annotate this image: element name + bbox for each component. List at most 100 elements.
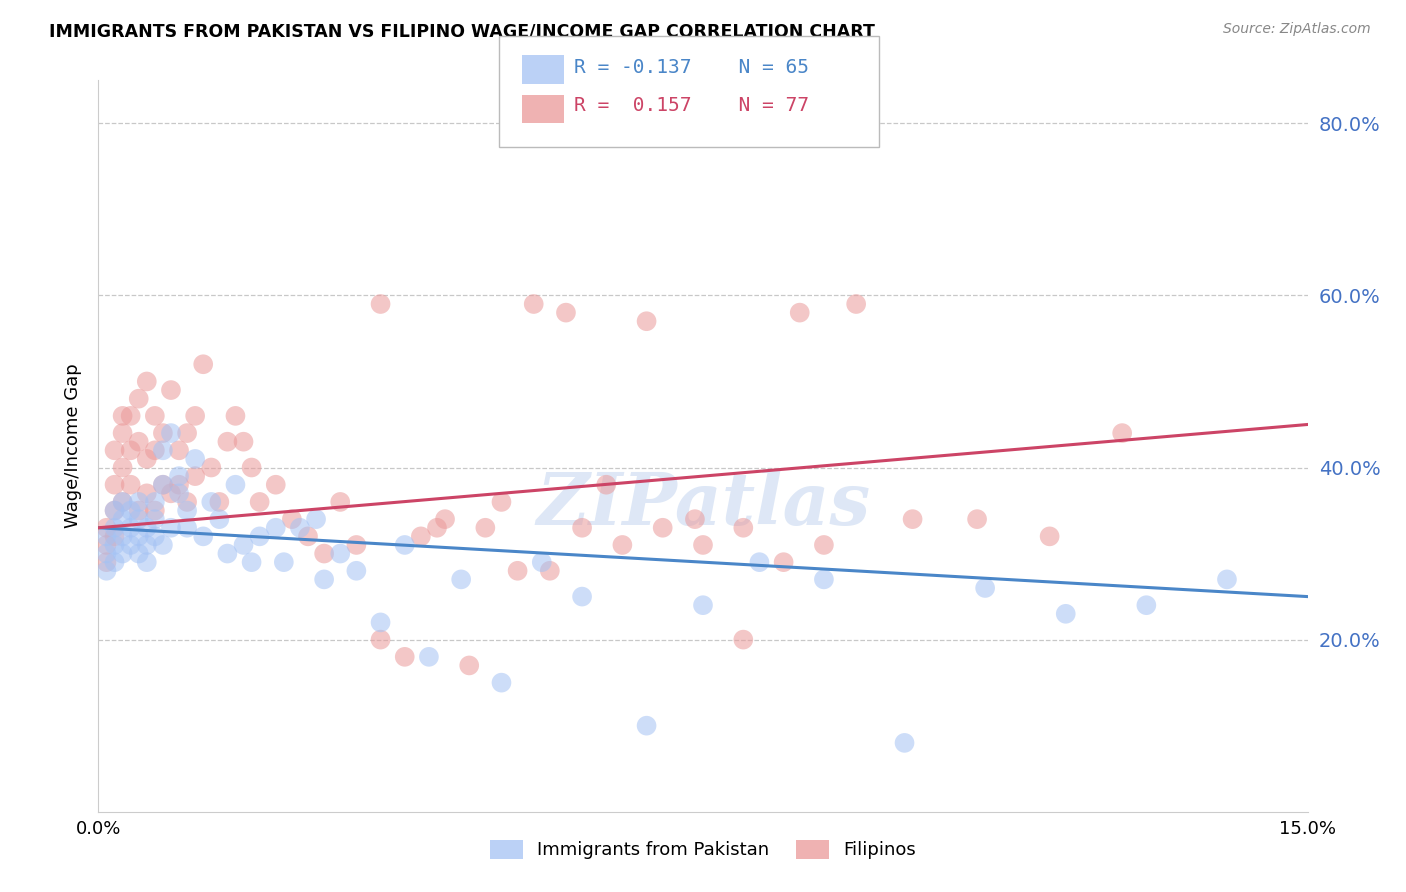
Point xyxy=(571,521,593,535)
Point xyxy=(789,305,811,319)
Point xyxy=(232,538,254,552)
Point xyxy=(96,538,118,552)
Point xyxy=(506,564,529,578)
Point xyxy=(120,521,142,535)
Point xyxy=(128,392,150,406)
Point xyxy=(329,495,352,509)
Point xyxy=(135,538,157,552)
Point xyxy=(103,538,125,552)
Point xyxy=(249,495,271,509)
Point xyxy=(845,297,868,311)
Point xyxy=(128,512,150,526)
Point xyxy=(636,314,658,328)
Point xyxy=(176,495,198,509)
Point xyxy=(193,529,215,543)
Point xyxy=(217,547,239,561)
Point xyxy=(111,547,134,561)
Point xyxy=(329,547,352,561)
Point xyxy=(152,443,174,458)
Point xyxy=(143,503,166,517)
Point xyxy=(264,477,287,491)
Point xyxy=(111,529,134,543)
Point xyxy=(1054,607,1077,621)
Point xyxy=(103,503,125,517)
Point xyxy=(128,529,150,543)
Point xyxy=(200,495,222,509)
Point xyxy=(974,581,997,595)
Point xyxy=(434,512,457,526)
Point xyxy=(103,503,125,517)
Point xyxy=(344,564,367,578)
Point xyxy=(96,529,118,543)
Point xyxy=(314,573,336,587)
Point xyxy=(135,451,157,466)
Point xyxy=(555,305,578,319)
Point xyxy=(96,555,118,569)
Text: ZIPatlas: ZIPatlas xyxy=(536,469,870,540)
Point xyxy=(538,564,561,578)
Point xyxy=(692,598,714,612)
Point xyxy=(111,409,134,423)
Point xyxy=(200,460,222,475)
Point xyxy=(103,521,125,535)
Point xyxy=(128,434,150,449)
Point xyxy=(167,477,190,491)
Point xyxy=(176,426,198,441)
Point xyxy=(176,503,198,517)
Point xyxy=(143,512,166,526)
Point xyxy=(224,477,246,491)
Point xyxy=(120,477,142,491)
Point xyxy=(111,495,134,509)
Point xyxy=(135,375,157,389)
Point xyxy=(748,555,770,569)
Point xyxy=(152,426,174,441)
Point xyxy=(772,555,794,569)
Point xyxy=(96,521,118,535)
Point xyxy=(1111,426,1133,441)
Point xyxy=(143,443,166,458)
Point xyxy=(523,297,546,311)
Point xyxy=(120,503,142,517)
Point xyxy=(208,495,231,509)
Legend: Immigrants from Pakistan, Filipinos: Immigrants from Pakistan, Filipinos xyxy=(481,831,925,869)
Point xyxy=(111,495,134,509)
Point xyxy=(1135,598,1157,612)
Point xyxy=(135,486,157,500)
Point xyxy=(143,409,166,423)
Point xyxy=(120,409,142,423)
Point xyxy=(264,521,287,535)
Point xyxy=(120,443,142,458)
Point xyxy=(426,521,449,535)
Point xyxy=(103,443,125,458)
Point xyxy=(966,512,988,526)
Point xyxy=(370,632,392,647)
Point xyxy=(394,538,416,552)
Point xyxy=(160,521,183,535)
Point xyxy=(901,512,924,526)
Point xyxy=(314,547,336,561)
Point xyxy=(143,529,166,543)
Point xyxy=(458,658,481,673)
Point xyxy=(1039,529,1062,543)
Point xyxy=(128,503,150,517)
Point xyxy=(160,426,183,441)
Point xyxy=(111,460,134,475)
Point xyxy=(733,632,755,647)
Point xyxy=(370,297,392,311)
Point xyxy=(636,719,658,733)
Point xyxy=(111,426,134,441)
Point xyxy=(135,521,157,535)
Point xyxy=(344,538,367,552)
Point xyxy=(152,477,174,491)
Point xyxy=(96,564,118,578)
Point xyxy=(733,521,755,535)
Point xyxy=(692,538,714,552)
Point xyxy=(281,512,304,526)
Point xyxy=(409,529,432,543)
Text: IMMIGRANTS FROM PAKISTAN VS FILIPINO WAGE/INCOME GAP CORRELATION CHART: IMMIGRANTS FROM PAKISTAN VS FILIPINO WAG… xyxy=(49,22,875,40)
Point xyxy=(394,649,416,664)
Point xyxy=(474,521,496,535)
Y-axis label: Wage/Income Gap: Wage/Income Gap xyxy=(65,364,83,528)
Point xyxy=(813,573,835,587)
Point xyxy=(288,521,311,535)
